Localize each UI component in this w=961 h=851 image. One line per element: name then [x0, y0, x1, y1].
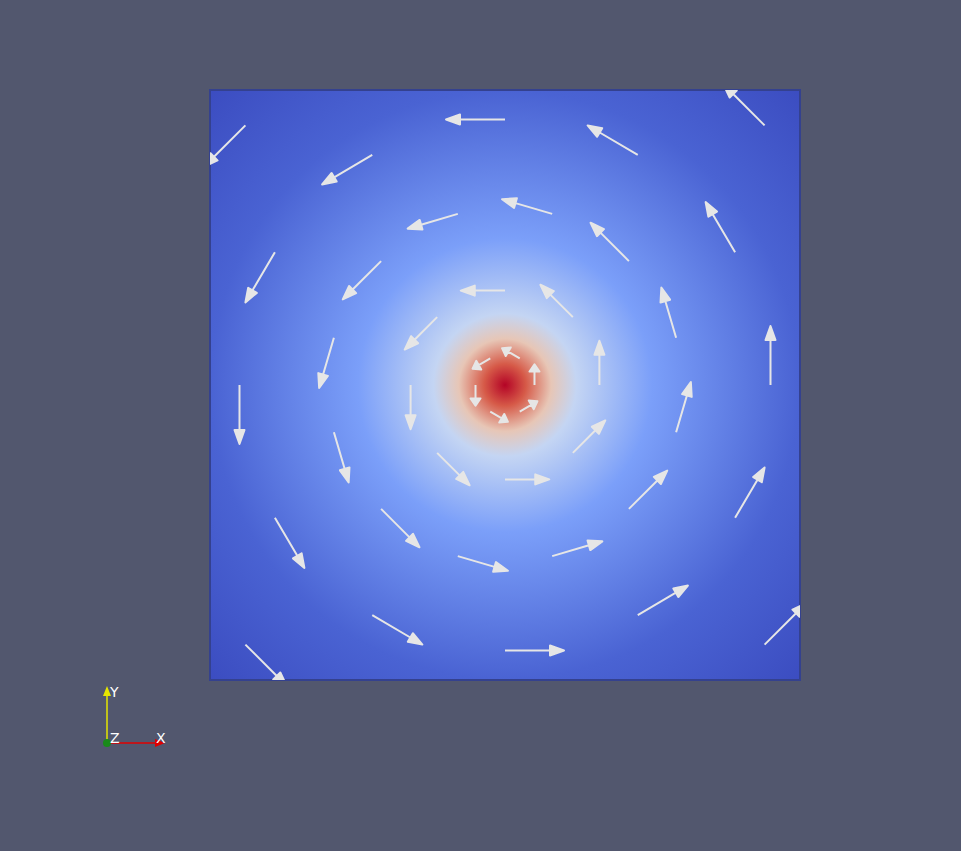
- vector-glyph: [591, 223, 629, 261]
- vector-glyph: [406, 385, 416, 429]
- vector-glyph: [766, 326, 776, 385]
- vector-glyph: [588, 125, 638, 154]
- vector-glyph: [446, 115, 505, 125]
- vector-glyph: [552, 541, 602, 557]
- vector-glyph: [629, 471, 667, 509]
- vector-glyph: [723, 90, 764, 125]
- vector-glyph: [322, 155, 372, 185]
- vector-glyph: [502, 347, 520, 358]
- vector-glyph: [458, 556, 508, 572]
- vector-glyph: [502, 198, 552, 214]
- vector-glyph: [661, 288, 677, 338]
- vector-glyph: [490, 412, 508, 423]
- vector-glyph: [235, 385, 245, 444]
- canvas: Y Z X: [0, 0, 961, 851]
- vector-glyph: [540, 285, 572, 317]
- vector-glyph: [505, 646, 564, 656]
- vector-glyph: [505, 474, 549, 484]
- vector-glyph: [210, 125, 245, 166]
- vector-glyph: [405, 317, 437, 349]
- y-axis-label: Y: [109, 684, 119, 700]
- vector-glyph: [245, 252, 275, 302]
- vector-glyph: [437, 453, 469, 485]
- vector-glyph: [245, 645, 286, 680]
- y-axis-arrow: [106, 692, 108, 743]
- vector-glyph: [318, 338, 334, 388]
- vector-glyph: [473, 358, 491, 369]
- vector-glyph: [765, 603, 800, 644]
- vector-glyph: [573, 420, 605, 452]
- glyphs: [210, 90, 800, 680]
- vector-glyph: [343, 261, 381, 299]
- vector-glyph: [735, 468, 765, 518]
- vector-glyph: [638, 586, 688, 616]
- vector-glyph: [381, 509, 419, 547]
- orientation-axes: Y Z X: [103, 684, 166, 747]
- vector-glyph: [676, 382, 692, 432]
- vector-glyph: [372, 615, 422, 645]
- vector-glyph: [275, 518, 305, 568]
- vector-glyph: [471, 385, 481, 406]
- vector-glyph: [594, 341, 604, 385]
- vector-glyph: [461, 286, 505, 296]
- x-axis-label: X: [156, 730, 166, 746]
- vector-glyph: [334, 432, 350, 482]
- vector-glyph: [706, 202, 736, 252]
- vector-glyph: [520, 401, 538, 412]
- vector-glyph: [408, 214, 458, 230]
- z-axis-label: Z: [110, 730, 120, 746]
- vector-glyph: [530, 364, 540, 385]
- surface-frame: [210, 90, 800, 680]
